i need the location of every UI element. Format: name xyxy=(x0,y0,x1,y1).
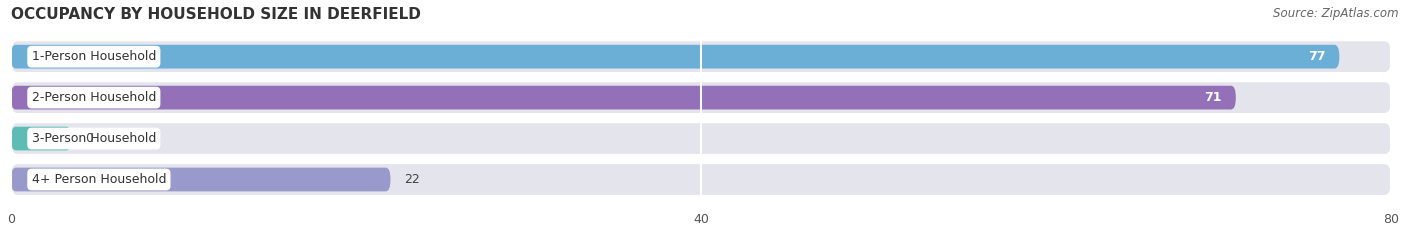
Text: 71: 71 xyxy=(1205,91,1222,104)
FancyBboxPatch shape xyxy=(11,82,1391,113)
Text: 77: 77 xyxy=(1308,50,1326,63)
FancyBboxPatch shape xyxy=(11,86,1236,110)
Text: 2-Person Household: 2-Person Household xyxy=(32,91,156,104)
Text: 3-Person Household: 3-Person Household xyxy=(32,132,156,145)
FancyBboxPatch shape xyxy=(11,127,72,151)
Text: 1-Person Household: 1-Person Household xyxy=(32,50,156,63)
Text: 0: 0 xyxy=(86,132,93,145)
FancyBboxPatch shape xyxy=(11,45,1340,69)
FancyBboxPatch shape xyxy=(11,123,1391,154)
Text: OCCUPANCY BY HOUSEHOLD SIZE IN DEERFIELD: OCCUPANCY BY HOUSEHOLD SIZE IN DEERFIELD xyxy=(11,7,420,22)
Text: 4+ Person Household: 4+ Person Household xyxy=(32,173,166,186)
Text: 22: 22 xyxy=(405,173,420,186)
FancyBboxPatch shape xyxy=(11,168,391,191)
Text: Source: ZipAtlas.com: Source: ZipAtlas.com xyxy=(1274,7,1399,20)
FancyBboxPatch shape xyxy=(11,164,1391,195)
FancyBboxPatch shape xyxy=(11,41,1391,72)
